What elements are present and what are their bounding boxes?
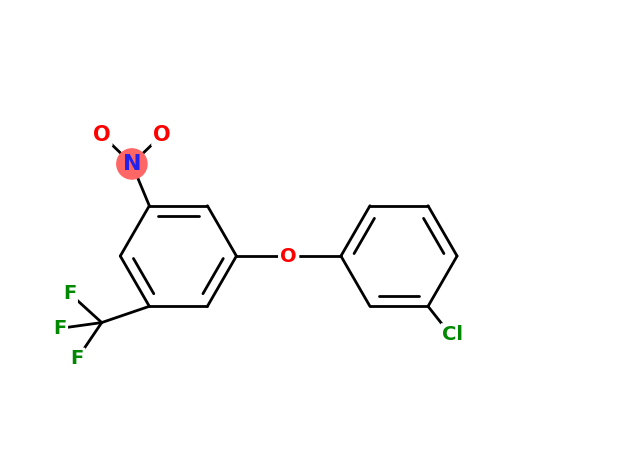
Text: O: O xyxy=(281,247,297,266)
Text: F: F xyxy=(70,349,84,368)
Circle shape xyxy=(117,149,147,179)
Text: O: O xyxy=(153,125,171,145)
Text: N: N xyxy=(122,154,141,174)
Text: F: F xyxy=(53,319,67,338)
Text: O: O xyxy=(93,125,111,145)
Text: Cl: Cl xyxy=(442,325,463,344)
Text: F: F xyxy=(63,284,77,303)
